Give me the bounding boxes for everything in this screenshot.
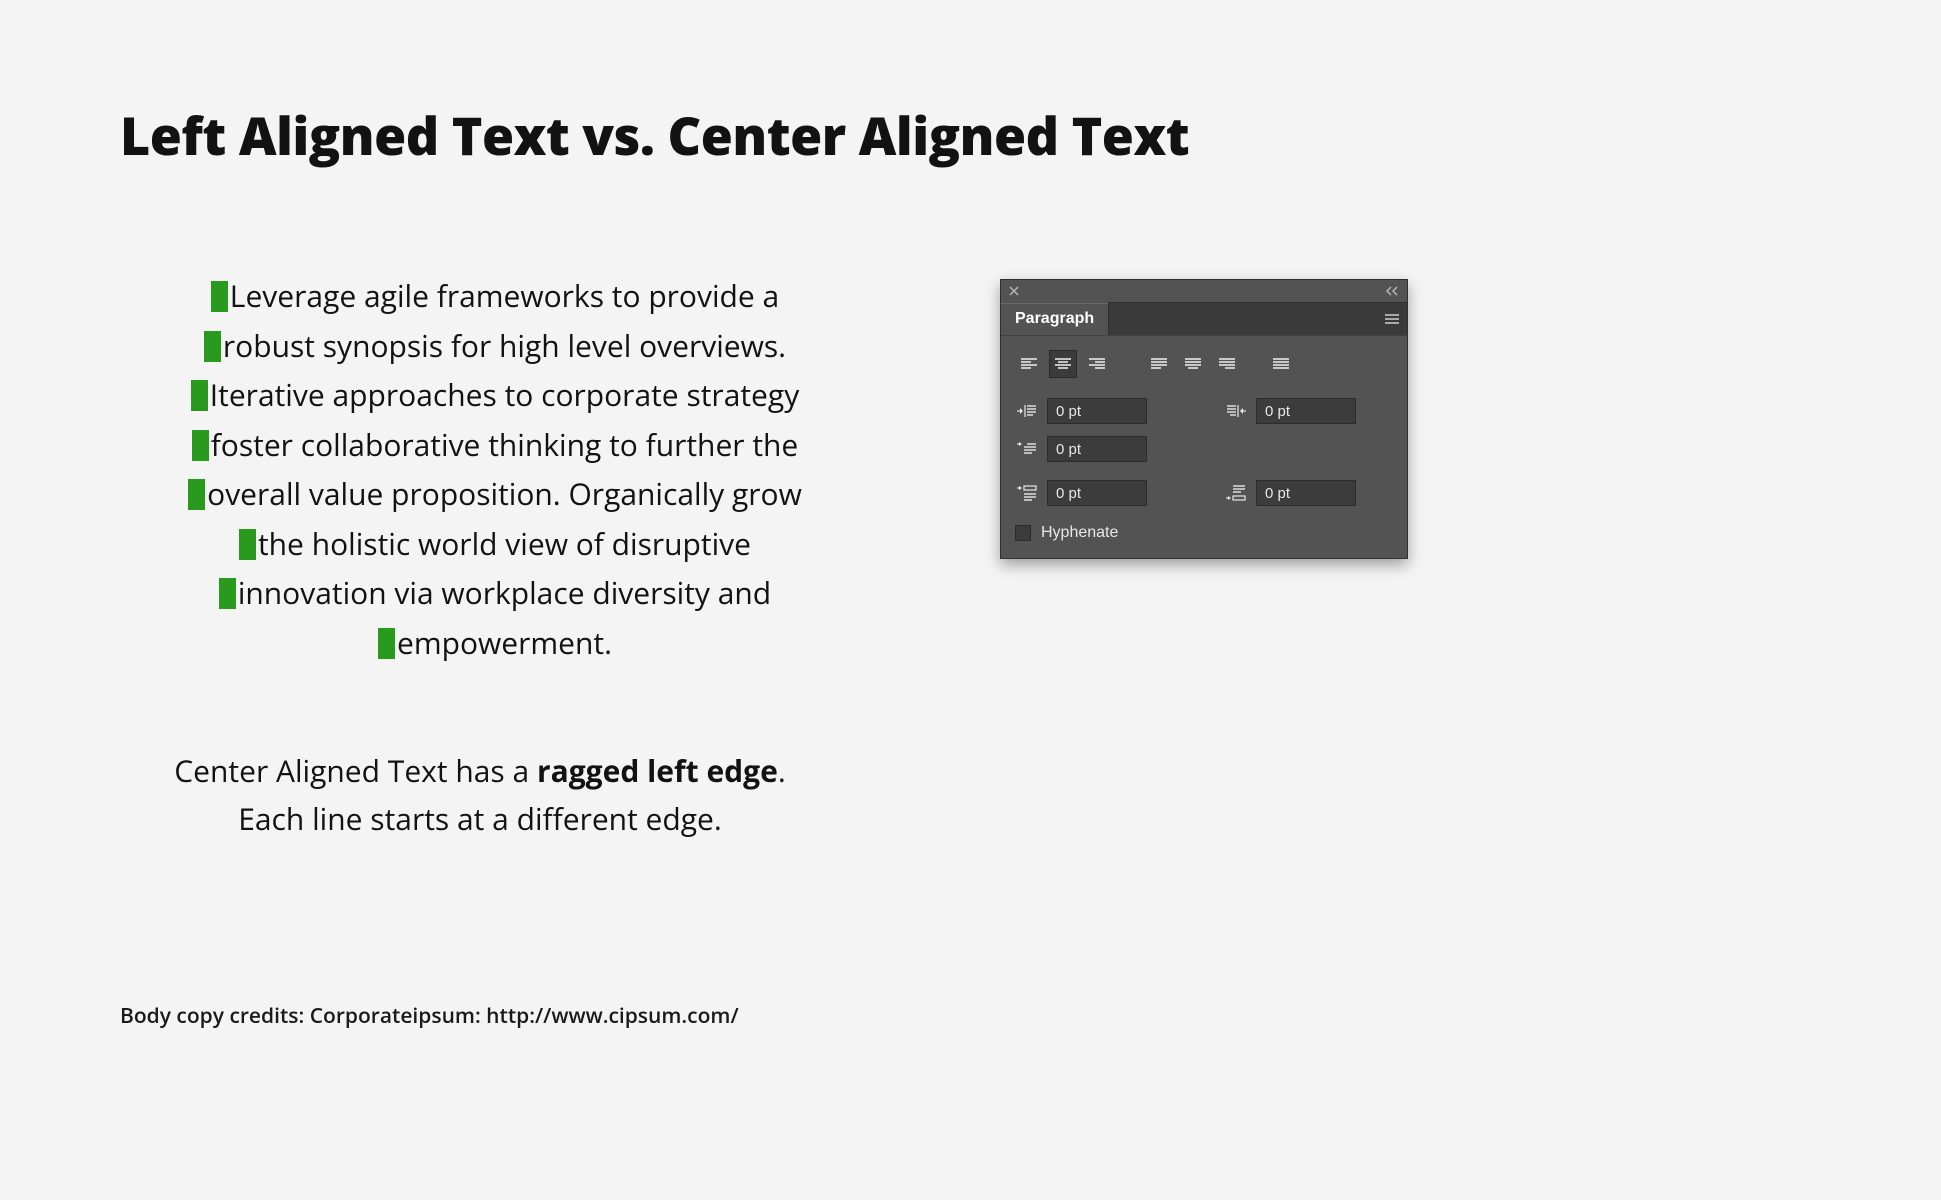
align-left-icon[interactable] — [1015, 350, 1043, 378]
indent-right-icon — [1224, 403, 1248, 419]
justify-right-icon[interactable] — [1213, 350, 1241, 378]
collapse-icon[interactable] — [1385, 286, 1399, 296]
indent-left-input[interactable] — [1047, 398, 1147, 424]
caption-line2: Each line starts at a different edge. — [120, 795, 840, 843]
caption: Center Aligned Text has a ragged left ed… — [120, 747, 840, 843]
space-after-icon — [1224, 485, 1248, 501]
align-right-icon[interactable] — [1083, 350, 1111, 378]
space-before-icon — [1015, 485, 1039, 501]
sample-line: robust synopsis for high level overviews… — [150, 321, 840, 371]
sample-line: innovation via workplace diversity and — [150, 568, 840, 618]
sample-paragraph: Leverage agile frameworks to provide a ro… — [150, 271, 840, 667]
edge-marker-icon — [192, 430, 209, 461]
hyphenate-checkbox[interactable] — [1015, 525, 1031, 541]
justify-left-icon[interactable] — [1145, 350, 1173, 378]
sample-line: empowerment. — [150, 618, 840, 668]
caption-bold: ragged left edge — [537, 750, 778, 791]
edge-marker-icon — [204, 331, 221, 362]
sample-line-text: robust synopsis for high level overviews… — [223, 325, 786, 366]
edge-marker-icon — [239, 529, 256, 560]
sample-line-text: innovation via workplace diversity and — [238, 572, 771, 613]
sample-line-text: Leverage agile frameworks to provide a — [230, 275, 779, 316]
sample-line-text: empowerment. — [397, 622, 612, 663]
sample-line-text: the holistic world view of disruptive — [258, 523, 751, 564]
paragraph-panel: Paragraph — [1000, 279, 1408, 559]
credits: Body copy credits: Corporateipsum: http:… — [120, 1002, 739, 1030]
justify-all-icon[interactable] — [1267, 350, 1295, 378]
align-center-icon[interactable] — [1049, 350, 1077, 378]
edge-marker-icon — [378, 628, 395, 659]
first-line-indent-input[interactable] — [1047, 436, 1147, 462]
sample-line: Iterative approaches to corporate strate… — [150, 370, 840, 420]
edge-marker-icon — [219, 578, 236, 609]
edge-marker-icon — [211, 281, 228, 312]
panel-menu-icon[interactable] — [1377, 302, 1407, 335]
sample-line-text: foster collaborative thinking to further… — [211, 424, 799, 465]
caption-pre: Center Aligned Text has a — [174, 750, 537, 791]
sample-line: foster collaborative thinking to further… — [150, 420, 840, 470]
page-title: Left Aligned Text vs. Center Aligned Tex… — [120, 100, 1821, 171]
sample-line-text: Iterative approaches to corporate strate… — [210, 374, 799, 415]
edge-marker-icon — [191, 380, 208, 411]
sample-line: the holistic world view of disruptive — [150, 519, 840, 569]
indent-left-icon — [1015, 403, 1039, 419]
indent-right-input[interactable] — [1256, 398, 1356, 424]
space-before-input[interactable] — [1047, 480, 1147, 506]
justify-center-icon[interactable] — [1179, 350, 1207, 378]
sample-line: overall value proposition. Organically g… — [150, 469, 840, 519]
tab-paragraph[interactable]: Paragraph — [1001, 303, 1108, 334]
close-icon[interactable] — [1009, 284, 1019, 299]
space-after-input[interactable] — [1256, 480, 1356, 506]
sample-line-text: overall value proposition. Organically g… — [207, 473, 802, 514]
edge-marker-icon — [188, 479, 205, 510]
sample-line: Leverage agile frameworks to provide a — [150, 271, 840, 321]
hyphenate-label: Hyphenate — [1041, 524, 1118, 542]
first-line-indent-icon — [1015, 441, 1039, 457]
caption-post: . — [778, 750, 786, 791]
